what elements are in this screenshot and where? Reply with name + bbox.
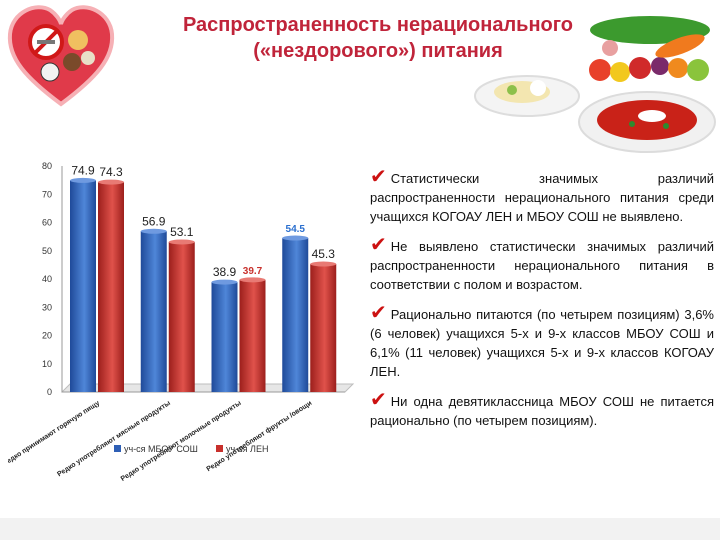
bar-top bbox=[211, 279, 238, 285]
data-label: 45.3 bbox=[312, 247, 336, 261]
bar bbox=[310, 264, 337, 392]
bullet-text-2: Не выявлено статистически значимых разли… bbox=[370, 239, 714, 292]
y-tick-label: 10 bbox=[42, 359, 52, 369]
bar-top bbox=[282, 235, 309, 241]
checkmark-icon: ✔ bbox=[370, 234, 387, 256]
legend-label: уч-ся ЛЕН bbox=[226, 444, 268, 454]
data-label: 53.1 bbox=[170, 225, 194, 239]
data-label: 38.9 bbox=[213, 265, 237, 279]
data-label: 54.5 bbox=[286, 224, 306, 235]
heart-food-icon bbox=[7, 5, 115, 107]
bar bbox=[70, 180, 96, 392]
bar-top bbox=[310, 261, 337, 267]
data-label: 74.3 bbox=[99, 165, 123, 179]
checkmark-icon: ✔ bbox=[370, 166, 387, 188]
bar-top bbox=[168, 239, 195, 245]
legend-swatch bbox=[216, 445, 223, 452]
y-tick-label: 70 bbox=[42, 189, 52, 199]
legend-label: уч-ся МБОУ СОШ bbox=[124, 444, 198, 454]
x-tick-label: Редко употребляют мясные продукты bbox=[56, 399, 172, 478]
bar bbox=[211, 282, 238, 392]
bar bbox=[239, 279, 266, 392]
page-title: Распространенность нерационального («нез… bbox=[118, 12, 638, 64]
bullet-item-3: ✔ Рационально питаются (по четырем позици… bbox=[370, 302, 714, 381]
y-tick-label: 30 bbox=[42, 302, 52, 312]
y-tick-label: 0 bbox=[47, 387, 52, 397]
bar-top bbox=[140, 228, 167, 234]
bullet-text-4: Ни одна девятиклассница МБОУ СОШ не пита… bbox=[370, 394, 714, 428]
footer-band bbox=[0, 518, 720, 540]
bar bbox=[140, 231, 167, 392]
data-label: 39.7 bbox=[243, 266, 263, 277]
bullet-text-3: Рационально питаются (по четырем позиция… bbox=[370, 307, 714, 379]
vegetables-icon bbox=[589, 16, 710, 82]
x-tick-label: Редко употребляют молочные продукты bbox=[119, 399, 242, 483]
title-line-2: («нездорового») питания bbox=[253, 40, 503, 62]
bullet-text-1: Статистически значимых различий распрост… bbox=[370, 171, 714, 224]
checkmark-icon: ✔ bbox=[370, 302, 387, 324]
bullet-item-1: ✔ Статистически значимых различий распрос… bbox=[370, 166, 714, 226]
bar-chart: 0 10 20 30 40 50 60 70 80 74.9 74.3 Редко принимают… bbox=[8, 140, 360, 490]
legend-swatch bbox=[114, 445, 121, 452]
checkmark-icon: ✔ bbox=[370, 389, 387, 411]
bar bbox=[98, 182, 124, 392]
y-tick-label: 20 bbox=[42, 331, 52, 341]
data-label: 56.9 bbox=[142, 214, 166, 228]
title-line-1: Распространенность нерационального bbox=[182, 14, 574, 36]
bullet-item-4: ✔ Ни одна девятиклассница МБОУ СОШ не пит… bbox=[370, 389, 714, 430]
y-tick-label: 80 bbox=[42, 161, 52, 171]
y-tick-label: 50 bbox=[42, 246, 52, 256]
bar-top bbox=[70, 177, 96, 183]
bar-top bbox=[239, 277, 266, 283]
conclusions-list: ✔ Статистически значимых различий распрос… bbox=[370, 166, 714, 440]
bullet-item-2: ✔ Не выявлено статистически значимых разл… bbox=[370, 234, 714, 294]
bar-top bbox=[98, 179, 124, 185]
salad-plate-icon bbox=[474, 75, 580, 117]
soup-bowl-icon bbox=[578, 91, 716, 153]
y-tick-label: 60 bbox=[42, 218, 52, 228]
no-smoking-icon bbox=[0, 0, 1, 1]
y-tick-label: 40 bbox=[42, 274, 52, 284]
bar bbox=[168, 241, 195, 392]
bar bbox=[282, 238, 309, 392]
data-label: 74.9 bbox=[71, 163, 95, 177]
